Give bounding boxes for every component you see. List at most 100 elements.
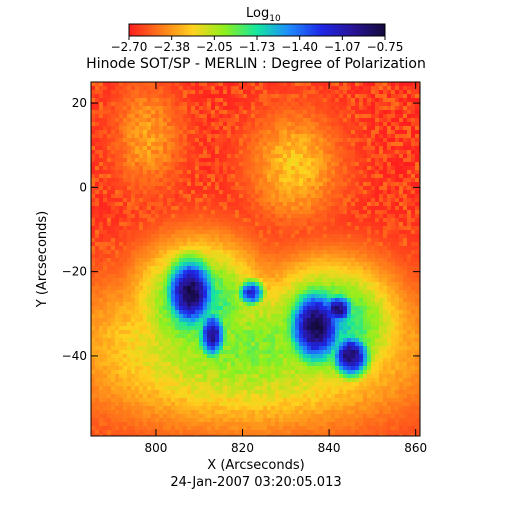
heatmap-cell <box>391 242 395 246</box>
heatmap-cell <box>251 298 255 302</box>
heatmap-cell <box>231 162 235 166</box>
heatmap-cell <box>191 158 195 162</box>
heatmap-cell <box>267 250 271 254</box>
heatmap-cell <box>247 98 251 102</box>
heatmap-cell <box>287 266 291 270</box>
heatmap-cell <box>95 246 99 250</box>
heatmap-cell <box>135 270 139 274</box>
heatmap-cell <box>243 114 247 118</box>
heatmap-cell <box>115 142 119 146</box>
heatmap-cell <box>203 186 207 190</box>
heatmap-cell <box>171 182 175 186</box>
heatmap-cell <box>115 210 119 214</box>
heatmap-cell <box>131 194 135 198</box>
heatmap-cell <box>227 102 231 106</box>
heatmap-cell <box>103 202 107 206</box>
heatmap-cell <box>343 230 347 234</box>
heatmap-cell <box>307 190 311 194</box>
heatmap-cell <box>263 194 267 198</box>
heatmap-cell <box>331 218 335 222</box>
heatmap-cell <box>203 142 207 146</box>
heatmap-cell <box>211 178 215 182</box>
heatmap-cell <box>219 310 223 314</box>
heatmap-cell <box>227 234 231 238</box>
heatmap-cell <box>275 302 279 306</box>
heatmap-cell <box>195 118 199 122</box>
heatmap-cell <box>323 290 327 294</box>
heatmap-cell <box>395 90 399 94</box>
heatmap-cell <box>111 226 115 230</box>
heatmap-cell <box>247 166 251 170</box>
heatmap-cell <box>315 230 319 234</box>
heatmap-cell <box>147 186 151 190</box>
heatmap-cell <box>223 202 227 206</box>
heatmap-cell <box>167 138 171 142</box>
heatmap-cell <box>131 178 135 182</box>
heatmap-cell <box>339 306 343 310</box>
heatmap-cell <box>151 298 155 302</box>
heatmap-cell <box>415 166 419 170</box>
heatmap-cell <box>147 102 151 106</box>
heatmap-cell <box>355 230 359 234</box>
heatmap-cell <box>359 318 363 322</box>
heatmap-cell <box>331 250 335 254</box>
heatmap-cell <box>367 242 371 246</box>
heatmap-cell <box>267 274 271 278</box>
heatmap-cell <box>131 302 135 306</box>
heatmap-cell <box>343 258 347 262</box>
heatmap-cell <box>371 186 375 190</box>
heatmap-cell <box>267 186 271 190</box>
heatmap-cell <box>279 98 283 102</box>
heatmap-cell <box>119 142 123 146</box>
heatmap-cell <box>99 286 103 290</box>
heatmap-cell <box>195 274 199 278</box>
heatmap-cell <box>391 126 395 130</box>
heatmap-cell <box>307 314 311 318</box>
heatmap-cell <box>359 146 363 150</box>
heatmap-cell <box>403 246 407 250</box>
heatmap-cell <box>115 266 119 270</box>
heatmap-cell <box>215 318 219 322</box>
heatmap-cell <box>383 278 387 282</box>
heatmap-cell <box>207 290 211 294</box>
heatmap-cell <box>359 142 363 146</box>
heatmap-cell <box>411 110 415 114</box>
heatmap-cell <box>255 198 259 202</box>
heatmap-cell <box>259 146 263 150</box>
heatmap-cell <box>131 246 135 250</box>
heatmap-cell <box>395 178 399 182</box>
heatmap-cell <box>227 254 231 258</box>
heatmap-cell <box>407 90 411 94</box>
heatmap-cell <box>303 82 307 86</box>
heatmap-cell <box>391 94 395 98</box>
heatmap-cell <box>91 138 95 142</box>
heatmap-cell <box>347 178 351 182</box>
heatmap-cell <box>387 102 391 106</box>
heatmap-cell <box>315 166 319 170</box>
heatmap-cell <box>383 286 387 290</box>
heatmap-cell <box>375 314 379 318</box>
heatmap-cell <box>295 190 299 194</box>
heatmap-cell <box>279 278 283 282</box>
heatmap-cell <box>351 246 355 250</box>
heatmap-cell <box>391 86 395 90</box>
heatmap-cell <box>343 202 347 206</box>
heatmap-cell <box>135 166 139 170</box>
heatmap-cell <box>135 118 139 122</box>
heatmap-cell <box>219 118 223 122</box>
heatmap-cell <box>163 286 167 290</box>
heatmap-cell <box>227 194 231 198</box>
heatmap-cell <box>147 214 151 218</box>
heatmap-cell <box>271 150 275 154</box>
heatmap-cell <box>263 98 267 102</box>
heatmap-cell <box>211 86 215 90</box>
heatmap-cell <box>199 298 203 302</box>
heatmap-cell <box>203 114 207 118</box>
heatmap-cell <box>243 250 247 254</box>
heatmap-cell <box>275 222 279 226</box>
heatmap-cell <box>331 138 335 142</box>
heatmap-cell <box>191 170 195 174</box>
heatmap-cell <box>311 226 315 230</box>
heatmap-cell <box>123 294 127 298</box>
heatmap-cell <box>295 198 299 202</box>
